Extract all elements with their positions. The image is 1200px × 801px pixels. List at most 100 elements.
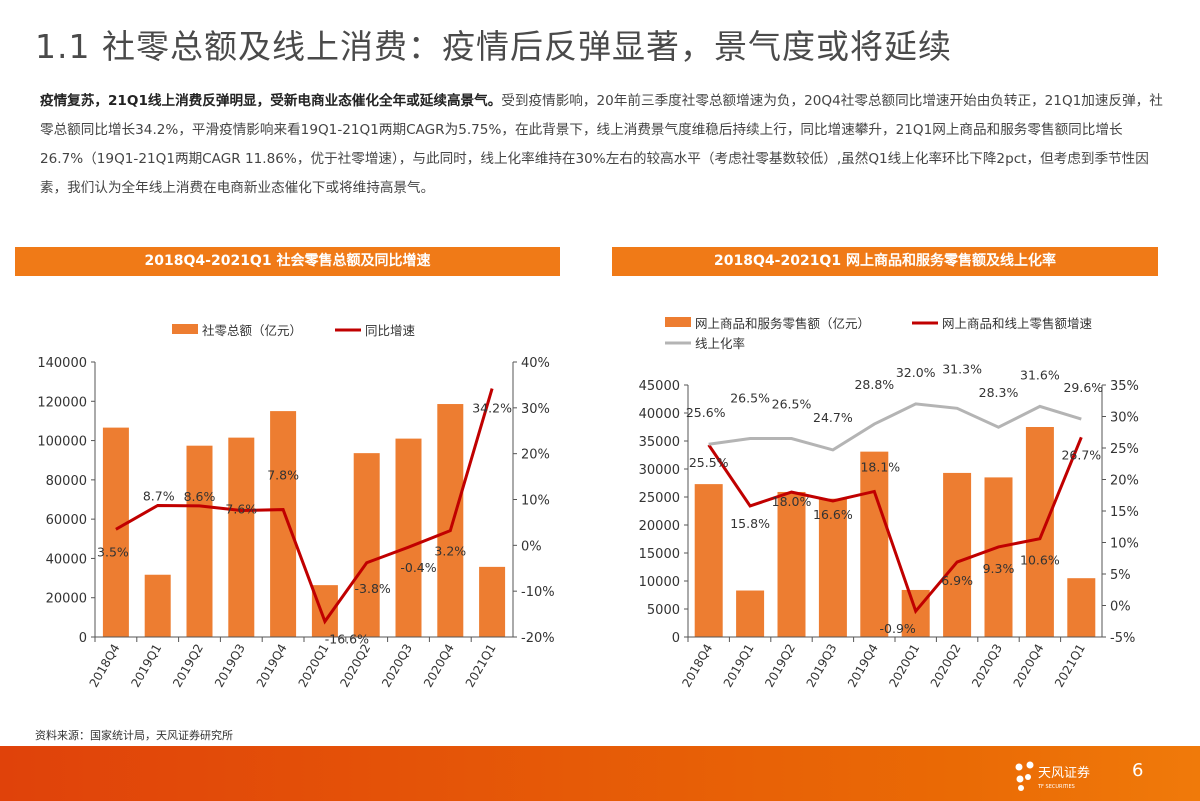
bar xyxy=(479,566,506,637)
data-label: 15.8% xyxy=(730,516,770,531)
left-tick-label: 60000 xyxy=(46,513,87,528)
x-tick-label: 2019Q2 xyxy=(170,642,206,690)
left-tick-label: 35000 xyxy=(639,435,680,450)
right-tick-label: 0% xyxy=(521,539,542,554)
data-label: 3.2% xyxy=(434,544,466,559)
footer-bar xyxy=(0,746,1200,801)
chart2-title: 2018Q4-2021Q1 网上商品和服务零售额及线上化率 xyxy=(612,247,1158,276)
data-label: 34.2% xyxy=(472,401,512,416)
data-label: 8.6% xyxy=(184,489,216,504)
data-label: 29.6% xyxy=(1063,380,1103,395)
data-label: 7.8% xyxy=(267,468,299,483)
bar xyxy=(102,427,129,637)
data-label: 24.7% xyxy=(813,410,853,425)
legend-swatch-bar xyxy=(172,324,198,334)
data-label: 7.6% xyxy=(225,502,257,517)
data-label: 18.0% xyxy=(772,494,812,509)
data-label: 26.7% xyxy=(1061,447,1101,462)
bar xyxy=(984,477,1013,637)
left-tick-label: 20000 xyxy=(639,519,680,534)
summary-paragraph: 疫情复苏，21Q1线上消费反弹明显，受新电商业态催化全年或延续高景气。受到疫情影… xyxy=(40,87,1165,203)
bar xyxy=(694,484,723,637)
x-tick-label: 2018Q4 xyxy=(87,642,123,690)
right-tick-label: 40% xyxy=(521,356,550,371)
data-label: 10.6% xyxy=(1020,553,1060,568)
data-label: 25.6% xyxy=(686,405,726,420)
bar xyxy=(1025,427,1054,637)
x-tick-label: 2020Q1 xyxy=(296,642,332,690)
right-tick-label: 30% xyxy=(1110,411,1139,426)
data-label: 8.7% xyxy=(143,488,175,503)
x-tick-label: 2019Q3 xyxy=(804,642,840,690)
data-label: 32.0% xyxy=(896,365,936,380)
data-label: 9.3% xyxy=(983,561,1015,576)
data-label: 28.3% xyxy=(979,385,1019,400)
right-tick-label: 0% xyxy=(1110,600,1131,615)
legend-swatch-bar xyxy=(665,317,691,327)
legend-label: 线上化率 xyxy=(695,336,745,351)
data-label: -0.9% xyxy=(880,621,916,636)
tf-securities-logo: 天风证券 TF SECURITIES xyxy=(1015,761,1090,791)
legend-label: 网上商品和线上零售额增速 xyxy=(942,316,1093,331)
left-tick-label: 10000 xyxy=(639,575,680,590)
left-tick-label: 15000 xyxy=(639,547,680,562)
x-tick-label: 2019Q4 xyxy=(254,642,290,690)
x-tick-label: 2019Q3 xyxy=(212,642,248,690)
data-label: 31.3% xyxy=(942,361,982,376)
data-label: -16.6% xyxy=(325,631,369,646)
bar xyxy=(943,472,972,637)
bar xyxy=(144,574,171,637)
x-tick-label: 2021Q1 xyxy=(1052,642,1088,690)
legend-label: 社零总额（亿元） xyxy=(202,323,302,338)
bar xyxy=(777,491,806,637)
x-tick-label: 2020Q4 xyxy=(421,642,457,690)
data-label: -0.4% xyxy=(400,560,436,575)
slide-title: 1.1 社零总额及线上消费：疫情后反弹显著，景气度或将延续 xyxy=(35,27,952,66)
left-tick-label: 0 xyxy=(79,631,87,646)
x-tick-label: 2020Q3 xyxy=(379,642,415,690)
bar xyxy=(395,438,422,637)
x-tick-label: 2019Q2 xyxy=(762,642,798,690)
left-tick-label: 45000 xyxy=(639,379,680,394)
data-label: 18.1% xyxy=(860,459,900,474)
series-line xyxy=(708,402,1082,452)
data-label: 28.8% xyxy=(854,377,894,392)
right-tick-label: -5% xyxy=(1110,631,1135,646)
logo-text: 天风证券 xyxy=(1038,765,1090,781)
left-tick-label: 80000 xyxy=(46,474,87,489)
summary-bold: 疫情复苏，21Q1线上消费反弹明显，受新电商业态催化全年或延续高景气。 xyxy=(40,93,502,109)
right-tick-label: 20% xyxy=(521,448,550,463)
x-tick-label: 2019Q1 xyxy=(128,642,164,690)
x-tick-label: 2019Q1 xyxy=(721,642,757,690)
data-label: 31.6% xyxy=(1020,367,1060,382)
bar xyxy=(353,453,380,637)
page-number: 6 xyxy=(1132,760,1144,781)
x-tick-label: 2020Q1 xyxy=(886,642,922,690)
x-tick-label: 2020Q4 xyxy=(1011,642,1047,690)
charts-canvas: 020000400006000080000100000120000140000-… xyxy=(37,316,1139,690)
bar xyxy=(270,411,297,637)
left-tick-label: 120000 xyxy=(37,395,87,410)
x-tick-label: 2018Q4 xyxy=(679,642,715,690)
bar xyxy=(228,437,255,637)
data-label: 26.5% xyxy=(730,391,770,406)
x-tick-label: 2020Q3 xyxy=(969,642,1005,690)
right-tick-label: -10% xyxy=(521,585,555,600)
right-tick-label: 5% xyxy=(1110,568,1131,583)
left-tick-label: 5000 xyxy=(647,603,680,618)
summary-text: 受到疫情影响，20年前三季度社零总额增速为负，20Q4社零总额同比增速开始由负转… xyxy=(40,93,1163,196)
x-tick-label: 2019Q4 xyxy=(845,642,881,690)
series-line xyxy=(707,436,1083,615)
right-tick-label: 25% xyxy=(1110,442,1139,457)
bar xyxy=(437,404,464,637)
right-tick-label: 30% xyxy=(521,402,550,417)
right-tick-label: 10% xyxy=(521,494,550,509)
bar xyxy=(1067,578,1096,637)
left-tick-label: 140000 xyxy=(37,356,87,371)
data-label: 25.5% xyxy=(689,455,729,470)
left-tick-label: 25000 xyxy=(639,491,680,506)
left-tick-label: 100000 xyxy=(37,435,87,450)
data-label: 6.9% xyxy=(941,573,973,588)
x-tick-label: 2021Q1 xyxy=(463,642,499,690)
chart1-title: 2018Q4-2021Q1 社会零售总额及同比增速 xyxy=(15,247,560,276)
